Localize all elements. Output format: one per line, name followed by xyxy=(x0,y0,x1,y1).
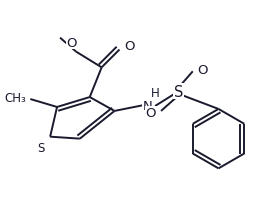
Text: O: O xyxy=(66,36,77,49)
Text: S: S xyxy=(174,84,183,99)
Text: O: O xyxy=(124,40,135,53)
Text: O: O xyxy=(146,107,156,120)
Text: H: H xyxy=(151,87,160,99)
Text: N: N xyxy=(142,100,152,113)
Text: S: S xyxy=(37,141,44,154)
Text: CH₃: CH₃ xyxy=(5,91,26,104)
Text: O: O xyxy=(198,63,208,76)
